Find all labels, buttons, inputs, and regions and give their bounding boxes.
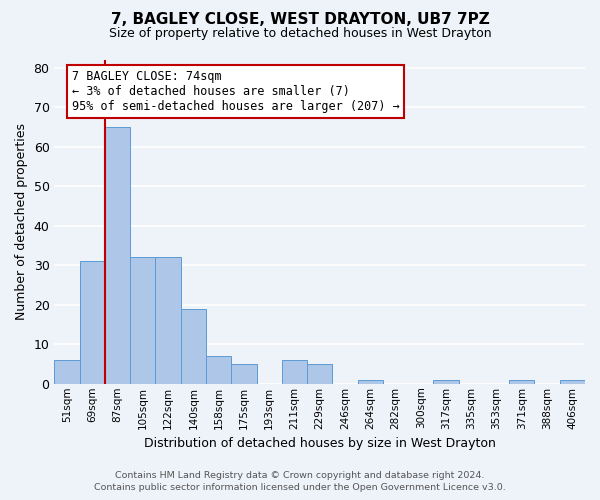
Text: 7, BAGLEY CLOSE, WEST DRAYTON, UB7 7PZ: 7, BAGLEY CLOSE, WEST DRAYTON, UB7 7PZ	[110, 12, 490, 28]
Bar	[181, 308, 206, 384]
Bar	[307, 364, 332, 384]
Text: Contains HM Land Registry data © Crown copyright and database right 2024.
Contai: Contains HM Land Registry data © Crown c…	[94, 471, 506, 492]
Bar	[206, 356, 231, 384]
Bar	[105, 127, 130, 384]
Y-axis label: Number of detached properties: Number of detached properties	[15, 124, 28, 320]
Bar	[231, 364, 257, 384]
Text: Size of property relative to detached houses in West Drayton: Size of property relative to detached ho…	[109, 28, 491, 40]
Bar	[155, 258, 181, 384]
Bar	[560, 380, 585, 384]
Bar	[433, 380, 458, 384]
Bar	[509, 380, 535, 384]
Bar	[282, 360, 307, 384]
Bar	[55, 360, 80, 384]
Text: 7 BAGLEY CLOSE: 74sqm
← 3% of detached houses are smaller (7)
95% of semi-detach: 7 BAGLEY CLOSE: 74sqm ← 3% of detached h…	[71, 70, 400, 113]
Bar	[80, 262, 105, 384]
X-axis label: Distribution of detached houses by size in West Drayton: Distribution of detached houses by size …	[144, 437, 496, 450]
Bar	[358, 380, 383, 384]
Bar	[130, 258, 155, 384]
